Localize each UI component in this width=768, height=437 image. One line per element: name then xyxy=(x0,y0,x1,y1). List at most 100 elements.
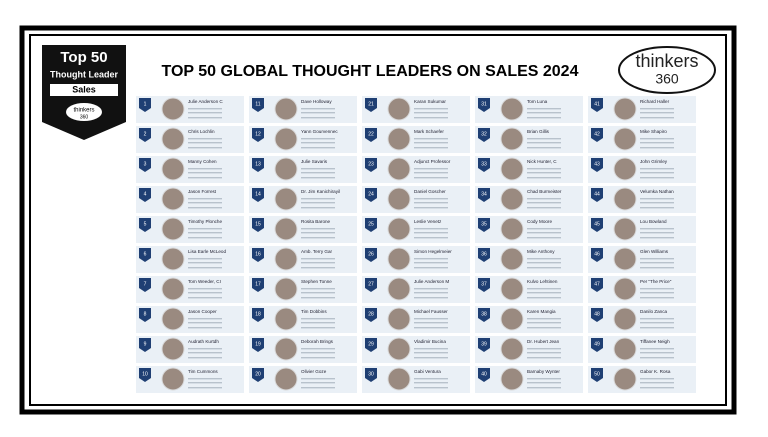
rank: 10 xyxy=(142,371,148,377)
card xyxy=(588,336,696,363)
name: Per "The Price" xyxy=(640,279,672,284)
rank-badge xyxy=(139,248,151,262)
rank: 42 xyxy=(594,131,600,137)
rank-badge xyxy=(365,308,377,322)
detail-line xyxy=(301,378,335,380)
photo xyxy=(274,127,298,151)
detail-line xyxy=(640,228,674,230)
detail-line xyxy=(301,348,335,350)
photo xyxy=(274,307,298,331)
rank-badge xyxy=(591,158,603,172)
name: Julie Anderson C xyxy=(188,99,223,104)
card xyxy=(362,336,470,363)
photo xyxy=(500,367,524,391)
name: Audrath Kurtdh xyxy=(188,339,219,344)
rank-badge xyxy=(139,338,151,352)
photo xyxy=(500,187,524,211)
badge-line1: Top 50 xyxy=(60,49,107,66)
card xyxy=(362,126,470,153)
detail-line xyxy=(301,117,335,119)
detail-line xyxy=(527,147,561,149)
card xyxy=(249,336,357,363)
detail-line xyxy=(301,147,335,149)
card xyxy=(362,366,470,393)
rank: 48 xyxy=(594,311,600,317)
photo xyxy=(613,127,637,151)
card xyxy=(136,366,244,393)
detail-line xyxy=(640,322,674,324)
detail-line xyxy=(188,237,222,239)
photo xyxy=(613,157,637,181)
rank-badge xyxy=(252,308,264,322)
name: Tim Dobbins xyxy=(301,309,327,314)
name: Stephen Tonne xyxy=(301,279,332,284)
name: Brian Gillis xyxy=(527,129,550,134)
detail-line xyxy=(414,387,448,389)
detail-line xyxy=(640,327,674,329)
rank-badge xyxy=(591,248,603,262)
rank: 47 xyxy=(594,281,600,287)
photo xyxy=(161,187,185,211)
detail-line xyxy=(188,138,222,140)
rank-badge xyxy=(139,158,151,172)
badge-brand-num: 360 xyxy=(80,114,89,120)
detail-line xyxy=(640,177,674,179)
card xyxy=(362,216,470,243)
detail-line xyxy=(188,382,222,384)
rank: 29 xyxy=(368,341,374,347)
card xyxy=(249,156,357,183)
detail-line xyxy=(301,228,335,230)
detail-line xyxy=(527,237,561,239)
name: Karan Sukumar xyxy=(414,99,446,104)
photo xyxy=(500,307,524,331)
rank: 39 xyxy=(481,341,487,347)
rank: 21 xyxy=(368,101,374,107)
detail-line xyxy=(188,258,222,260)
detail-line xyxy=(188,172,222,174)
rank: 19 xyxy=(255,341,261,347)
detail-line xyxy=(640,297,674,299)
rank: 16 xyxy=(255,251,261,257)
card xyxy=(588,96,696,123)
rank-badge xyxy=(139,218,151,232)
photo xyxy=(500,247,524,271)
name: Timothy Plonche xyxy=(188,219,222,224)
rank-badge xyxy=(478,308,490,322)
rank: 25 xyxy=(368,221,374,227)
card xyxy=(588,156,696,183)
name: Gabor K. Rosa xyxy=(640,369,671,374)
detail-line xyxy=(188,112,222,114)
card xyxy=(588,246,696,273)
detail-line xyxy=(188,357,222,359)
detail-line xyxy=(188,168,222,170)
detail-line xyxy=(527,378,561,380)
rank-badge xyxy=(365,158,377,172)
name: Lou Bowland xyxy=(640,219,667,224)
detail-line xyxy=(414,327,448,329)
card xyxy=(475,306,583,333)
detail-line xyxy=(301,267,335,269)
name: Julie Savaris xyxy=(301,159,328,164)
detail-line xyxy=(188,117,222,119)
rank-badge xyxy=(252,278,264,292)
detail-line xyxy=(301,198,335,200)
detail-line xyxy=(640,387,674,389)
photo xyxy=(161,157,185,181)
detail-line xyxy=(301,292,335,294)
rank: 50 xyxy=(594,371,600,377)
name: Yann Gourvennec xyxy=(301,129,338,134)
name: Leslie Venetz xyxy=(414,219,442,224)
name: Daniel Goscher xyxy=(414,189,446,194)
rank: 33 xyxy=(481,161,487,167)
name: Dave Holloway xyxy=(301,99,332,104)
rank: 1 xyxy=(144,101,147,107)
photo xyxy=(613,187,637,211)
photo xyxy=(274,97,298,121)
detail-line xyxy=(414,258,448,260)
detail-line xyxy=(527,387,561,389)
rank-badge xyxy=(252,368,264,382)
rank-badge xyxy=(252,338,264,352)
detail-line xyxy=(301,297,335,299)
rank-badge xyxy=(139,368,151,382)
rank: 43 xyxy=(594,161,600,167)
